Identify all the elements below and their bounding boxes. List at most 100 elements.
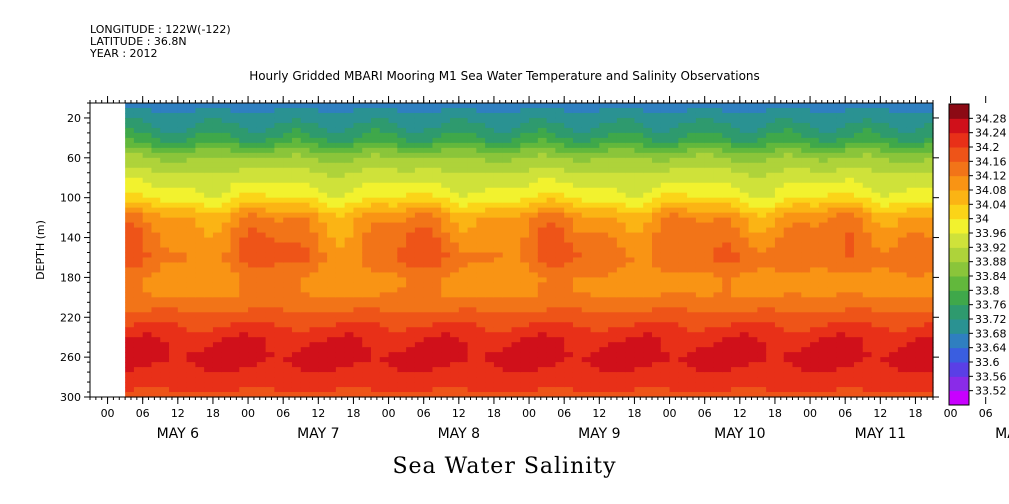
heatmap-cell (625, 202, 636, 209)
heatmap-cell (476, 337, 486, 343)
heatmap-cell (256, 242, 267, 249)
heatmap-cell (230, 247, 240, 254)
heatmap-cell (353, 197, 363, 204)
heatmap-cell (125, 327, 135, 333)
heatmap-cell (511, 227, 521, 234)
heatmap-cell (327, 252, 337, 259)
heatmap-cell (687, 382, 697, 388)
heatmap-cell (572, 327, 583, 333)
heatmap-cell (792, 352, 802, 358)
heatmap-cell (783, 347, 794, 353)
heatmap-cell (195, 157, 205, 164)
heatmap-cell (669, 317, 679, 323)
heatmap-cell (564, 192, 574, 199)
heatmap-cell (599, 257, 609, 264)
heatmap-cell (309, 227, 319, 234)
heatmap-cell (142, 267, 153, 274)
heatmap-cell (652, 117, 662, 124)
heatmap-cell (502, 227, 513, 234)
heatmap-cell (652, 332, 662, 338)
heatmap-cell (414, 192, 425, 199)
heatmap-cell (379, 282, 390, 288)
heatmap-cell (783, 247, 794, 254)
heatmap-cell (265, 227, 276, 234)
heatmap-cell (239, 392, 249, 398)
heatmap-cell (397, 207, 407, 214)
heatmap-cell (450, 122, 460, 129)
heatmap-cell (212, 282, 223, 288)
heatmap-cell (414, 172, 425, 179)
heatmap-cell (581, 122, 592, 129)
heatmap-cell (590, 232, 600, 239)
heatmap-cell (511, 352, 521, 358)
heatmap-cell (476, 157, 486, 164)
heatmap-cell (485, 182, 495, 189)
heatmap-cell (581, 332, 592, 338)
heatmap-cell (590, 147, 600, 154)
heatmap-cell (344, 242, 355, 249)
heatmap-cell (204, 272, 214, 278)
heatmap-cell (520, 277, 530, 283)
heatmap-cell (493, 142, 504, 149)
heatmap-cell (353, 347, 363, 353)
heatmap-cell (493, 157, 504, 164)
heatmap-cell (722, 302, 732, 308)
heatmap-cell (467, 267, 477, 274)
heatmap-cell (291, 132, 302, 139)
heatmap-cell (265, 322, 276, 328)
heatmap-cell (722, 362, 732, 368)
heatmap-cell (291, 347, 302, 353)
heatmap-cell (678, 212, 688, 219)
heatmap-cell (555, 297, 565, 303)
heatmap-cell (502, 387, 513, 393)
heatmap-cell (836, 227, 846, 234)
heatmap-cell (432, 332, 442, 338)
heatmap-cell (564, 107, 574, 114)
heatmap-cell (169, 312, 179, 318)
heatmap-cell (186, 197, 196, 204)
heatmap-cell (739, 127, 750, 134)
heatmap-cell (695, 207, 706, 214)
heatmap-cell (177, 202, 188, 209)
heatmap-cell (748, 162, 758, 169)
heatmap-cell (695, 177, 706, 184)
heatmap-cell (265, 242, 276, 249)
heatmap-cell (476, 162, 486, 169)
heatmap-cell (757, 327, 767, 333)
heatmap-cell (502, 127, 513, 134)
heatmap-cell (529, 122, 539, 129)
heatmap-cell (634, 367, 644, 373)
heatmap-cell (836, 132, 846, 139)
heatmap-cell (344, 107, 355, 114)
heatmap-cell (256, 387, 267, 393)
heatmap-cell (204, 237, 214, 244)
heatmap-cell (344, 297, 355, 303)
heatmap-cell (450, 217, 460, 224)
heatmap-cell (467, 302, 477, 308)
heatmap-cell (151, 217, 161, 224)
heatmap-cell (555, 282, 565, 288)
heatmap-cell (458, 327, 469, 333)
heatmap-cell (485, 382, 495, 388)
heatmap-cell (169, 382, 179, 388)
heatmap-cell (230, 162, 240, 169)
heatmap-cell (783, 132, 794, 139)
heatmap-cell (212, 112, 223, 119)
heatmap-cell (731, 172, 741, 179)
heatmap-cell (581, 107, 592, 114)
heatmap-cell (212, 327, 223, 333)
heatmap-cell (423, 252, 434, 259)
heatmap-cell (204, 107, 214, 114)
heatmap-cell (248, 322, 258, 328)
heatmap-cell (862, 117, 873, 124)
heatmap-cell (853, 187, 864, 194)
heatmap-cell (722, 342, 732, 348)
heatmap-cell (818, 312, 829, 318)
heatmap-cell (713, 197, 723, 204)
heatmap-cell (450, 302, 460, 308)
heatmap-cell (862, 222, 873, 229)
heatmap-cell (458, 127, 469, 134)
heatmap-cell (133, 322, 144, 328)
heatmap-cell (283, 362, 293, 368)
heatmap-cell (511, 142, 521, 149)
